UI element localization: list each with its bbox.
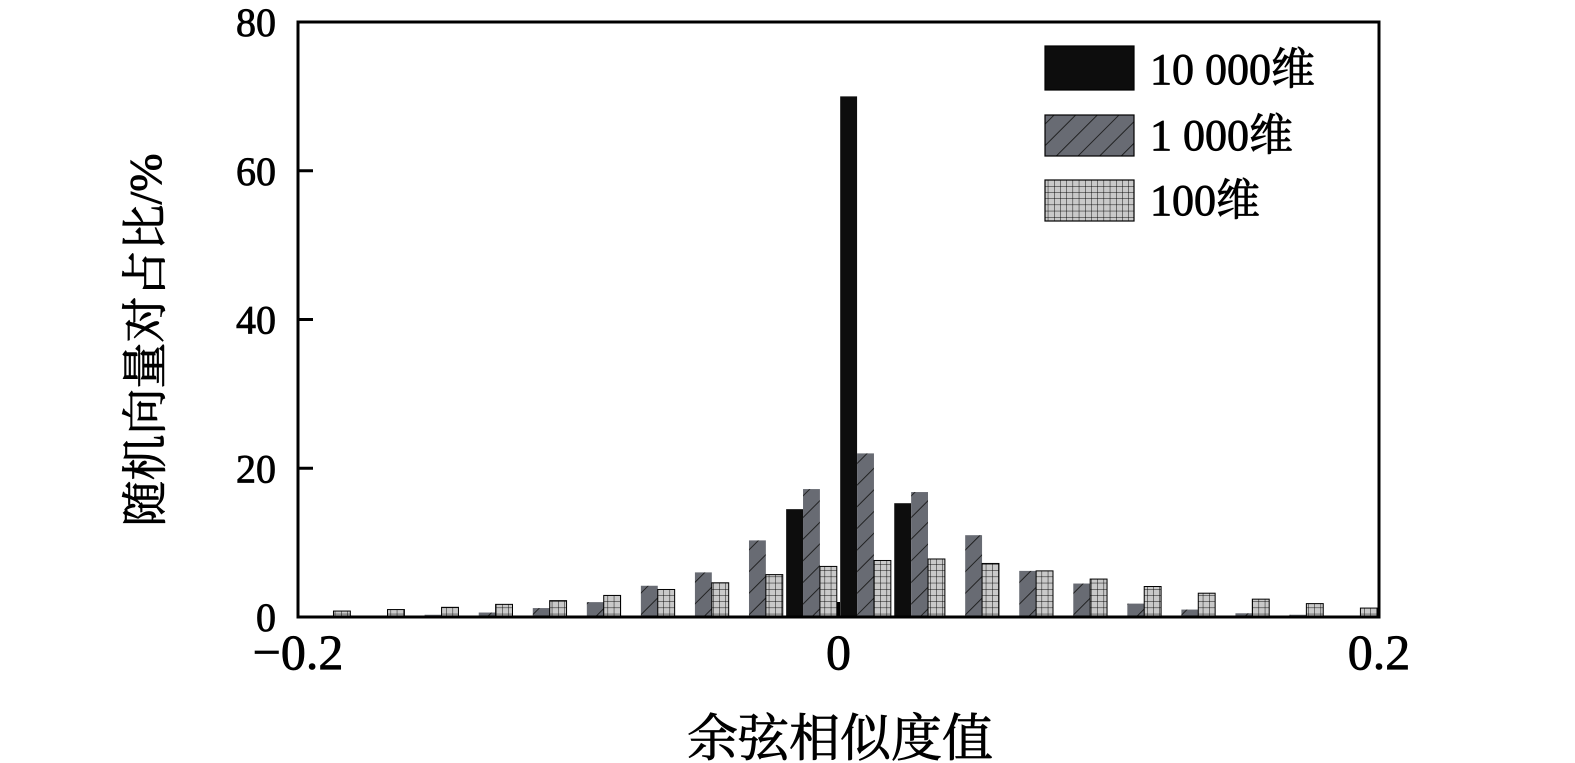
svg-text:0.2: 0.2 <box>1348 624 1411 680</box>
svg-text:0: 0 <box>826 624 851 680</box>
svg-text:100维: 100维 <box>1150 176 1260 225</box>
svg-text:40: 40 <box>236 298 276 343</box>
svg-text:60: 60 <box>236 149 276 194</box>
svg-text:余弦相似度值: 余弦相似度值 <box>687 712 993 763</box>
svg-text:1 000维: 1 000维 <box>1150 111 1293 160</box>
svg-text:10 000维: 10 000维 <box>1150 45 1315 94</box>
svg-text:随机向量对占比/%: 随机向量对占比/% <box>120 153 171 526</box>
svg-text:20: 20 <box>236 446 276 491</box>
svg-text:−0.2: −0.2 <box>253 624 344 680</box>
svg-text:80: 80 <box>236 0 276 45</box>
